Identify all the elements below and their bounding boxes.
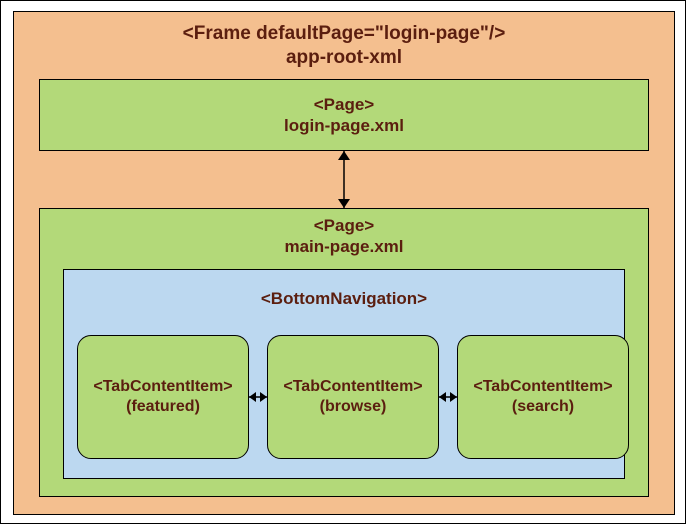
page-login-line1: <Page> — [314, 94, 375, 115]
tab-featured: <TabContentItem> (featured) — [77, 335, 249, 459]
diagram-canvas: <Frame defaultPage="login-page"/> app-ro… — [0, 0, 686, 524]
tab-featured-line1: <TabContentItem> — [93, 377, 232, 397]
page-main-line2: main-page.xml — [284, 236, 403, 257]
page-main-line1: <Page> — [314, 215, 375, 236]
frame-title-line2: app-root-xml — [286, 46, 402, 70]
frame-title-line1: <Frame defaultPage="login-page"/> — [183, 22, 506, 46]
tab-browse-line1: <TabContentItem> — [283, 377, 422, 397]
tab-browse: <TabContentItem> (browse) — [267, 335, 439, 459]
tab-search-line1: <TabContentItem> — [473, 377, 612, 397]
tab-search-line2: (search) — [512, 397, 574, 417]
bottom-navigation-label: <BottomNavigation> — [64, 288, 624, 309]
tab-featured-line2: (featured) — [126, 397, 200, 417]
tab-browse-line2: (browse) — [320, 397, 387, 417]
page-login: <Page> login-page.xml — [39, 79, 649, 151]
tab-search: <TabContentItem> (search) — [457, 335, 629, 459]
page-login-line2: login-page.xml — [284, 115, 404, 136]
